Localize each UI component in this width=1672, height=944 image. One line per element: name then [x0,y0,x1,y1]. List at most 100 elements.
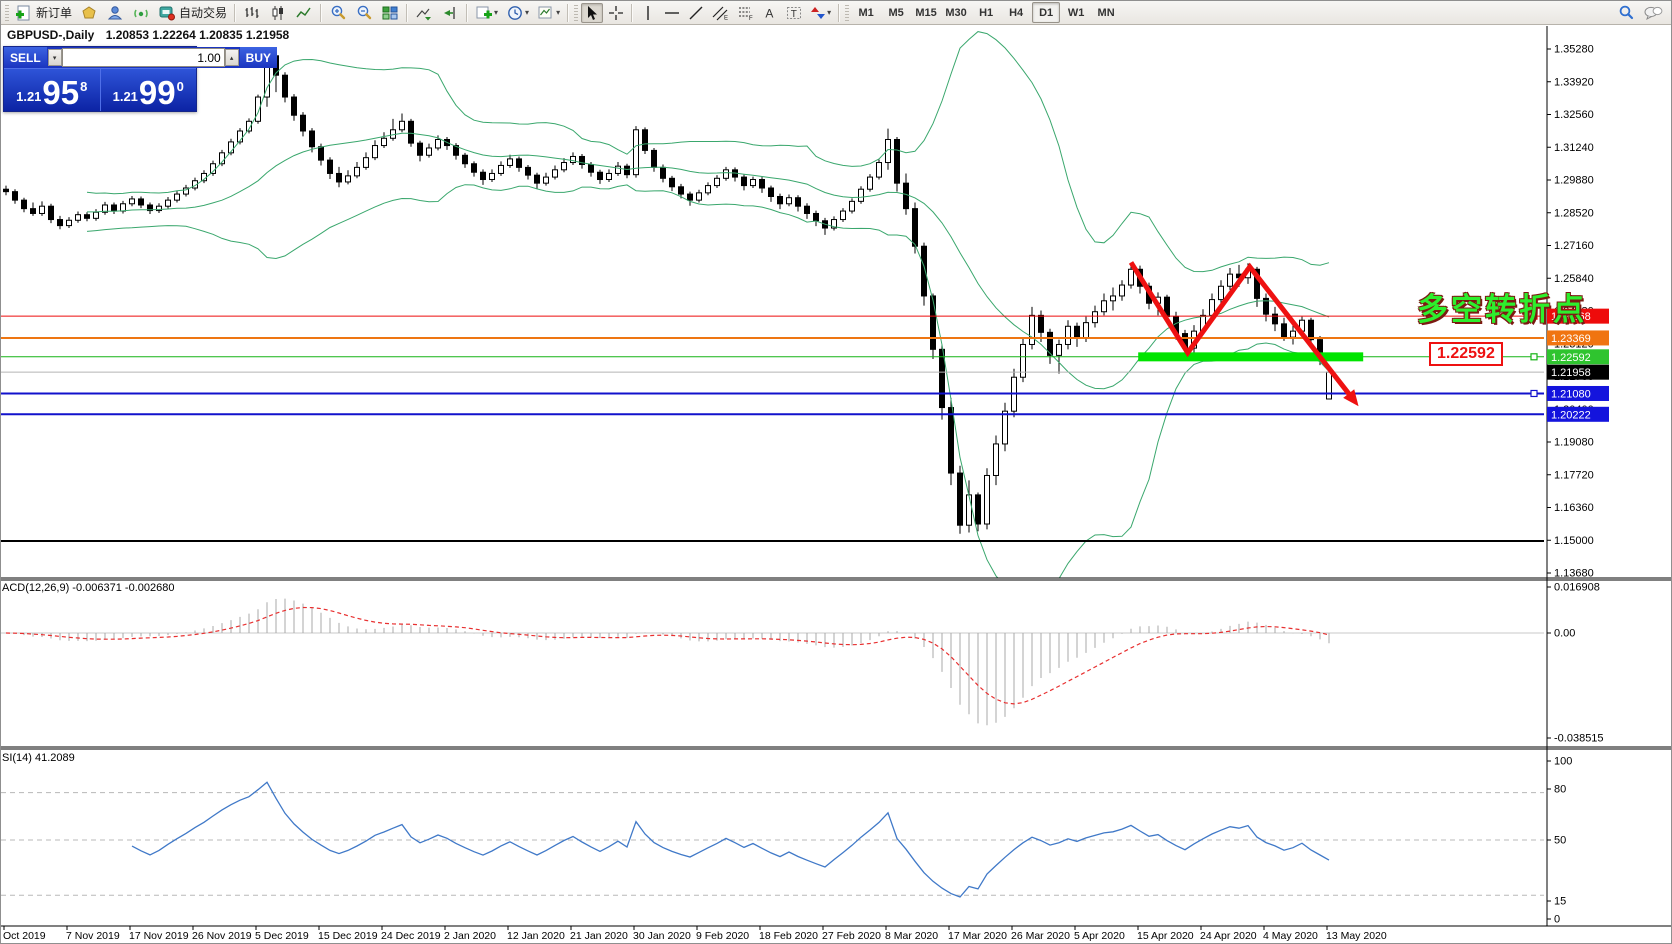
channel-tool-button[interactable]: E [709,3,732,23]
symbol-name: GBPUSD-,Daily [7,28,95,42]
svg-text:0.00: 0.00 [1554,628,1575,640]
community-button[interactable] [103,3,127,23]
toolbar-grip[interactable] [845,4,850,21]
annotation-level-box[interactable]: 1.22592 [1429,342,1503,366]
search-icon [1619,5,1634,20]
hline-handle[interactable] [1530,389,1538,398]
fibonacci-tool-button[interactable]: F [734,3,757,23]
cursor-tool-button[interactable] [581,2,604,23]
sell-price-sup: 8 [80,79,88,94]
signals-button[interactable] [129,3,153,23]
add-indicator-button[interactable]: ▾ [472,3,501,23]
timeframe-button-M5[interactable]: M5 [888,6,904,19]
line-chart-button[interactable] [292,3,316,23]
svg-text:5 Dec 2019: 5 Dec 2019 [255,930,309,942]
timeframe-button-W1[interactable]: W1 [1067,6,1085,19]
svg-text:A: A [765,6,773,20]
sell-price[interactable]: 1.21 95 8 [4,69,101,111]
timeframe-button-M1[interactable]: M1 [858,6,874,19]
svg-text:1.16360: 1.16360 [1554,502,1594,514]
trendline-tool-button[interactable] [685,3,707,23]
svg-text:26 Nov 2019: 26 Nov 2019 [192,930,252,942]
zoom-out-button[interactable] [352,3,376,23]
svg-text:1.32560: 1.32560 [1554,109,1594,121]
arrow-shapes-icon [811,6,826,19]
bar-chart-button[interactable] [240,3,264,23]
svg-text:18 Feb 2020: 18 Feb 2020 [759,930,818,942]
new-order-icon [16,5,30,20]
chart-shift-button[interactable] [438,3,462,23]
svg-text:1.22592: 1.22592 [1551,352,1591,364]
volume-input[interactable] [61,48,225,67]
symbol-ohlc-line: GBPUSD-,Daily 1.20853 1.22264 1.20835 1.… [7,28,289,42]
svg-text:1.21080: 1.21080 [1551,388,1591,400]
svg-text:24 Apr 2020: 24 Apr 2020 [1200,930,1257,942]
toolbar-separator [838,3,841,22]
auto-scroll-button[interactable] [412,3,436,23]
chat-button[interactable] [1640,3,1666,23]
timeframe-button-MN[interactable]: MN [1097,6,1115,19]
bollinger-bands-layer [86,31,1330,578]
timeframe-button-M30[interactable]: M30 [945,6,967,19]
templates-button[interactable]: ▾ [534,3,563,23]
tile-windows-button[interactable] [378,3,402,23]
horizontal-line-tool-button[interactable] [661,3,683,23]
buy-price[interactable]: 1.21 99 0 [100,69,196,111]
zigzag-arrow[interactable] [1128,261,1355,400]
volume-increase-button[interactable]: ▴ [224,49,239,66]
sell-button[interactable]: SELL [4,47,47,68]
arrows-tool-button[interactable]: ▾ [807,3,834,23]
hline-handle[interactable] [1530,312,1538,320]
timeframe-button-H1[interactable]: H1 [979,6,994,19]
vertical-line-icon [647,5,649,20]
crosshair-tool-button[interactable] [605,3,627,23]
svg-text:1.25840: 1.25840 [1554,273,1594,285]
zoom-in-button[interactable] [326,3,350,23]
main-toolbar: 新订单 自动交易 [1,1,1671,25]
price-axis[interactable]: 1.35280 1.33920 1.32560 1.31240 1.29880 1.285… [1547,44,1609,926]
timeframe-button-M15[interactable]: M15 [915,6,937,19]
equidistant-channel-icon: E [712,6,728,21]
market-button[interactable] [77,3,101,23]
autotrade-label: 自动交易 [179,6,228,20]
svg-text:-0.038515: -0.038515 [1554,733,1604,745]
svg-text:8 Mar 2020: 8 Mar 2020 [885,930,938,942]
timeframe-button-D1[interactable]: D1 [1032,2,1061,23]
svg-text:1.28520: 1.28520 [1554,207,1594,219]
text-label-tool-button[interactable]: T [783,3,805,23]
support-zone-line[interactable] [1138,352,1364,362]
line-chart-icon [296,7,311,17]
periods-button[interactable]: ▾ [503,3,532,23]
svg-text:0.016908: 0.016908 [1554,582,1600,594]
hline-handle[interactable] [1530,353,1538,361]
sell-price-small: 1.21 [16,89,42,104]
toolbar-grip[interactable] [574,4,579,21]
svg-text:1.29880: 1.29880 [1554,175,1594,187]
toolbar-grip[interactable] [5,4,9,21]
svg-text:15: 15 [1554,896,1566,908]
svg-text:30 Jan 2020: 30 Jan 2020 [633,930,691,942]
search-button[interactable] [1614,3,1638,23]
volume-decrease-button[interactable]: ▾ [47,49,62,66]
candlestick-chart-button[interactable] [266,3,290,23]
new-order-button[interactable]: 新订单 [12,3,75,23]
text-tool-button[interactable]: A [759,3,781,23]
buy-button[interactable]: BUY [239,47,278,68]
svg-text:1.27160: 1.27160 [1554,240,1594,252]
macd-pane [1,598,1544,726]
horizontal-line-icon [665,11,680,14]
clock-icon [508,5,522,20]
templates-icon [538,6,552,18]
timeframe-button-H4[interactable]: H4 [1009,6,1024,19]
text-label-icon: T [787,6,802,19]
svg-text:1.31240: 1.31240 [1554,142,1594,154]
svg-text:50: 50 [1554,835,1566,847]
autotrade-button[interactable]: 自动交易 [155,3,230,23]
buy-price-big: 99 [138,74,176,111]
date-axis[interactable]: Oct 2019 7 Nov 2019 17 Nov 2019 26 Nov 2019… [3,926,1387,942]
svg-text:5 Apr 2020: 5 Apr 2020 [1074,930,1125,942]
annotation-turning-point-text[interactable]: 多空转折点 [1417,292,1587,327]
tile-windows-icon [382,6,398,19]
vertical-line-tool-button[interactable] [637,3,659,23]
